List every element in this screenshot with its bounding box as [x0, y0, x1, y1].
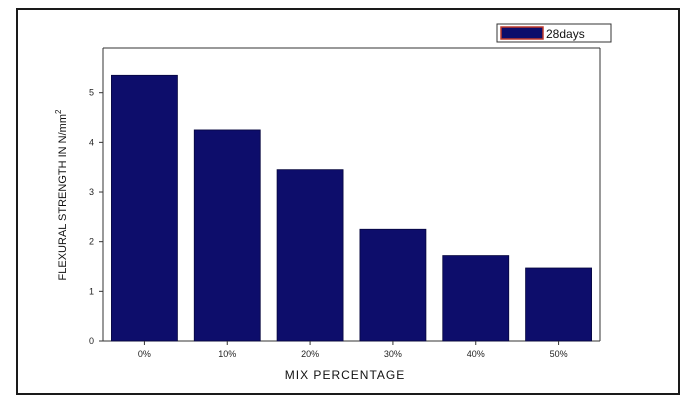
y-tick-label: 5: [89, 88, 94, 98]
x-tick-label: 50%: [550, 349, 568, 359]
y-tick-label: 2: [89, 237, 94, 247]
x-tick-label: 10%: [218, 349, 236, 359]
x-tick-label: 40%: [467, 349, 485, 359]
bar-20pct: [276, 169, 344, 342]
bar-10pct: [193, 129, 261, 342]
legend-label: 28days: [546, 27, 585, 41]
x-tick-label: 30%: [384, 349, 402, 359]
x-tick-label: 20%: [301, 349, 319, 359]
y-ticks: 0 1 2 3 4 5: [89, 88, 103, 346]
x-ticks: 0% 10% 20% 30% 40% 50%: [138, 341, 568, 359]
y-axis-title: FLEXURAL STRENGTH IN N/mm2: [54, 109, 69, 280]
legend-swatch: [500, 26, 544, 40]
bar-40pct: [442, 255, 510, 342]
axes: [102, 47, 601, 342]
bar-0pct: [111, 74, 178, 342]
y-tick-label: 0: [89, 336, 94, 346]
y-axis-title-group: FLEXURAL STRENGTH IN N/mm2: [54, 109, 69, 280]
x-tick-label: 0%: [138, 349, 151, 359]
bars: [111, 74, 592, 342]
x-axis-title: MIX PERCENTAGE: [285, 368, 405, 382]
bar-50pct: [525, 267, 592, 342]
y-tick-label: 3: [89, 187, 94, 197]
y-axis-title-main: FLEXURAL STRENGTH IN N/mm: [57, 114, 69, 280]
legend: 28days: [496, 23, 612, 43]
y-axis-title-superscript: 2: [54, 109, 63, 114]
y-tick-label: 4: [89, 137, 94, 147]
y-tick-label: 1: [89, 286, 94, 296]
bar-30pct: [359, 228, 427, 342]
